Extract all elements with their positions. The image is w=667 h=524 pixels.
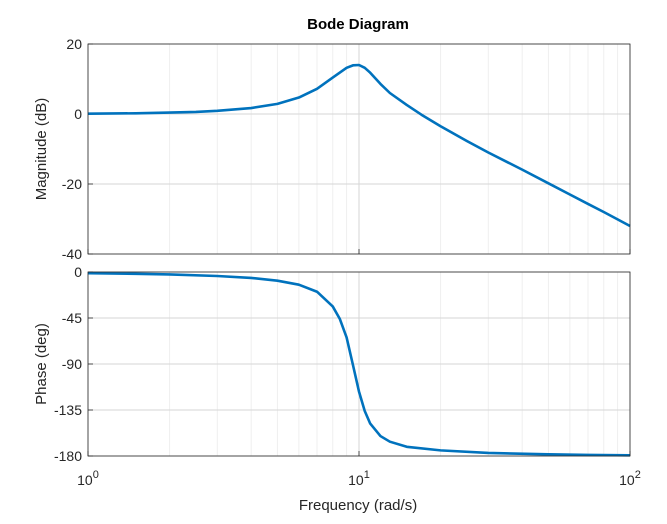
x-tick-label: 101	[348, 469, 370, 488]
x-tick-label: 100	[77, 469, 99, 488]
magnitude-grid	[87, 43, 631, 255]
phase-y-axis-label: Phase (deg)	[33, 323, 50, 405]
y-tick-label: -40	[62, 246, 82, 262]
phase-y-ticks: 0 -45 -90 -135 -180	[54, 264, 631, 464]
phase-grid	[87, 271, 631, 457]
y-tick-label: 20	[66, 36, 82, 52]
phase-panel: 0 -45 -90 -135 -180 Phase (deg)	[33, 264, 631, 464]
phase-axes-frame	[87, 271, 631, 457]
y-tick-label: -90	[62, 356, 82, 372]
y-tick-label: -135	[54, 402, 82, 418]
chart-title: Bode Diagram	[307, 16, 409, 33]
magnitude-series-line	[87, 63, 631, 228]
y-tick-label: -45	[62, 310, 82, 326]
x-tick-label: 102	[619, 469, 641, 488]
y-tick-label: 0	[74, 106, 82, 122]
magnitude-axes-frame	[87, 43, 631, 255]
phase-series-line	[87, 271, 631, 457]
magnitude-panel: 20 0 -20 -40 Magnitude (dB)	[33, 36, 631, 262]
x-tick-labels: 100 101 102	[77, 469, 641, 488]
magnitude-y-axis-label: Magnitude (dB)	[33, 98, 50, 201]
y-tick-label: 0	[74, 264, 82, 280]
y-tick-label: -20	[62, 176, 82, 192]
x-axis-label: Frequency (rad/s)	[299, 497, 417, 514]
y-tick-label: -180	[54, 448, 82, 464]
